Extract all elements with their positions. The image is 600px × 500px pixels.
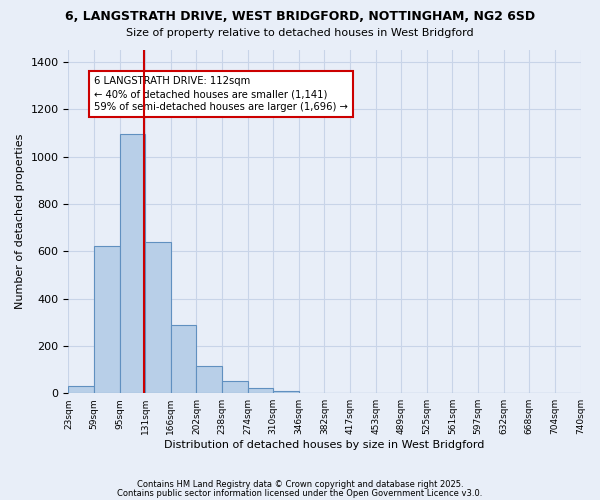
Bar [94, 246, 119, 393]
Text: 6 LANGSTRATH DRIVE: 112sqm
← 40% of detached houses are smaller (1,141)
59% of s: 6 LANGSTRATH DRIVE: 112sqm ← 40% of deta… [94, 76, 348, 112]
Text: 6, LANGSTRATH DRIVE, WEST BRIDGFORD, NOTTINGHAM, NG2 6SD: 6, LANGSTRATH DRIVE, WEST BRIDGFORD, NOT… [65, 10, 535, 23]
Bar [145, 242, 171, 393]
Bar [222, 382, 248, 393]
Y-axis label: Number of detached properties: Number of detached properties [15, 134, 25, 310]
X-axis label: Distribution of detached houses by size in West Bridgford: Distribution of detached houses by size … [164, 440, 485, 450]
Text: Size of property relative to detached houses in West Bridgford: Size of property relative to detached ho… [126, 28, 474, 38]
Text: Contains HM Land Registry data © Crown copyright and database right 2025.: Contains HM Land Registry data © Crown c… [137, 480, 463, 489]
Bar [119, 134, 145, 393]
Text: Contains public sector information licensed under the Open Government Licence v3: Contains public sector information licen… [118, 488, 482, 498]
Bar [248, 388, 273, 393]
Bar [273, 391, 299, 393]
Bar [68, 386, 94, 393]
Bar [171, 324, 196, 393]
Bar [196, 366, 222, 393]
